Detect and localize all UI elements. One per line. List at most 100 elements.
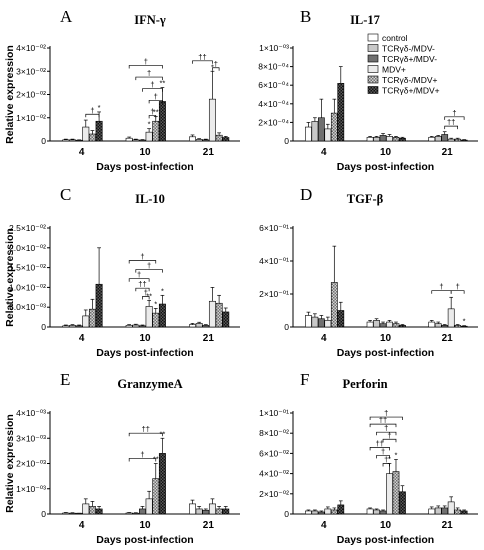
y-tick-label: 4×10⁻⁰³ bbox=[16, 408, 46, 418]
x-category-label: 10 bbox=[139, 520, 151, 531]
panel-d: D TGF-β 0 2×10⁻⁰¹ 4×10⁻⁰¹ 6×10⁻⁰¹ 4 10 * 21 † † Days… bbox=[259, 185, 478, 359]
significance-bracket bbox=[128, 260, 157, 264]
bar bbox=[441, 325, 449, 328]
bar bbox=[373, 509, 380, 515]
panel-c: C IL-10 0 5.0×10⁻⁰³ 1.0×10⁻⁰² 1.5×10⁻⁰² 2.0×10… bbox=[4, 185, 240, 359]
bar bbox=[152, 312, 160, 328]
y-tick-label: 1×10⁻⁰³ bbox=[16, 484, 46, 494]
bar bbox=[158, 303, 166, 328]
bar bbox=[139, 325, 146, 328]
bar bbox=[317, 511, 325, 515]
bar bbox=[373, 136, 380, 142]
bar bbox=[145, 306, 153, 328]
bracket-label: † bbox=[439, 282, 443, 291]
bar bbox=[324, 508, 332, 515]
bracket-label: † bbox=[154, 92, 158, 101]
bracket-label: † bbox=[387, 431, 391, 440]
significance-bracket bbox=[382, 438, 397, 443]
bar bbox=[379, 135, 387, 142]
significance-bracket bbox=[128, 432, 163, 437]
bar bbox=[152, 120, 160, 142]
significance-star: * bbox=[388, 455, 391, 464]
significance-star: * bbox=[161, 286, 164, 295]
significance-bracket bbox=[142, 88, 163, 92]
bar bbox=[305, 510, 312, 515]
bar bbox=[125, 137, 133, 142]
y-tick-label: 2×10⁻⁰³ bbox=[16, 459, 46, 469]
x-axis-label: Days post-infection bbox=[337, 347, 434, 359]
bar bbox=[158, 453, 166, 515]
y-tick-label: 2×10⁻⁰⁴ bbox=[258, 117, 289, 127]
panel-title: TGF-β bbox=[347, 192, 384, 206]
bar bbox=[139, 508, 146, 515]
x-category-label: 21 bbox=[203, 520, 215, 531]
x-axis-label: Days post-infection bbox=[337, 161, 434, 173]
bar bbox=[392, 136, 400, 142]
x-category-label: 10 bbox=[380, 520, 392, 531]
y-tick-label: 0 bbox=[284, 322, 289, 332]
y-tick-label: 4×10⁻⁰⁴ bbox=[258, 99, 289, 109]
y-tick-label: 2.5×10⁻⁰² bbox=[9, 223, 46, 233]
legend: controlTCRγδ-/MDV-TCRγδ+/MDV-MDV+TCRγδ-/… bbox=[367, 33, 440, 96]
bar bbox=[324, 320, 332, 328]
bar bbox=[305, 315, 312, 328]
legend-swatch bbox=[367, 65, 379, 73]
bar bbox=[330, 112, 338, 142]
bracket-label: †† bbox=[447, 118, 455, 127]
panel-letter: E bbox=[60, 370, 70, 389]
x-category-label: 4 bbox=[79, 147, 85, 158]
bar bbox=[447, 501, 455, 515]
bar bbox=[330, 282, 338, 328]
bar bbox=[222, 311, 230, 328]
y-tick-label: 2.0×10⁻⁰² bbox=[9, 243, 46, 253]
bar bbox=[386, 321, 393, 328]
panel-title: GranzymeA bbox=[117, 377, 182, 391]
bracket-label: † bbox=[384, 409, 388, 418]
bracket-label: † bbox=[137, 270, 141, 279]
bar bbox=[132, 139, 140, 142]
bar bbox=[386, 136, 393, 142]
bar bbox=[386, 473, 393, 515]
x-category-label: 10 bbox=[380, 147, 392, 158]
y-tick-label: 1×10⁻⁰² bbox=[16, 113, 46, 123]
bar bbox=[215, 508, 223, 515]
bar bbox=[428, 321, 436, 328]
panel-title: Perforin bbox=[342, 377, 387, 391]
significance-bracket bbox=[192, 60, 213, 64]
bar bbox=[95, 283, 103, 328]
bar bbox=[392, 323, 400, 328]
bar bbox=[454, 325, 462, 328]
x-category-label: 4 bbox=[321, 520, 327, 531]
panel-title: IL-17 bbox=[350, 13, 380, 27]
bar bbox=[399, 137, 406, 142]
y-tick-label: 0 bbox=[41, 136, 46, 146]
panel-letter: F bbox=[300, 370, 309, 389]
y-tick-label: 4×10⁻⁰¹ bbox=[259, 256, 289, 266]
panel-title: IL-10 bbox=[135, 192, 165, 206]
panel-a: A IFN-γ01×10⁻⁰²2×10⁻⁰²3×10⁻⁰²4×10⁻⁰²*4***… bbox=[4, 7, 240, 173]
y-axis-label: Relative expression bbox=[4, 45, 16, 144]
bar bbox=[139, 139, 146, 142]
bar bbox=[434, 323, 442, 328]
bar bbox=[189, 503, 196, 515]
significance-bracket bbox=[135, 269, 163, 273]
y-tick-label: 2×10⁻⁰² bbox=[259, 489, 289, 499]
x-category-label: 21 bbox=[203, 333, 215, 344]
bar bbox=[330, 509, 338, 515]
y-tick-label: 6×10⁻⁰¹ bbox=[259, 223, 289, 233]
legend-swatch bbox=[367, 54, 379, 63]
significance-bracket bbox=[148, 99, 163, 104]
panel-e: E GranzymeA 0 1×10⁻⁰³ 2×10⁻⁰³ 3×10⁻⁰³ 4×10⁻⁰³ 4… bbox=[4, 370, 240, 546]
bar bbox=[125, 512, 133, 515]
bar bbox=[399, 491, 406, 515]
x-category-label: 4 bbox=[321, 147, 327, 158]
x-axis-label: Days post-infection bbox=[96, 347, 193, 359]
bracket-label: †† bbox=[379, 416, 387, 425]
panel-letter: A bbox=[60, 7, 73, 26]
y-tick-label: 1×10⁻⁰¹ bbox=[259, 408, 289, 418]
x-category-label: 21 bbox=[442, 333, 454, 344]
bracket-label: † bbox=[456, 282, 460, 291]
bar bbox=[379, 510, 387, 515]
y-tick-label: 0 bbox=[284, 509, 289, 519]
bracket-label: † bbox=[214, 59, 218, 68]
